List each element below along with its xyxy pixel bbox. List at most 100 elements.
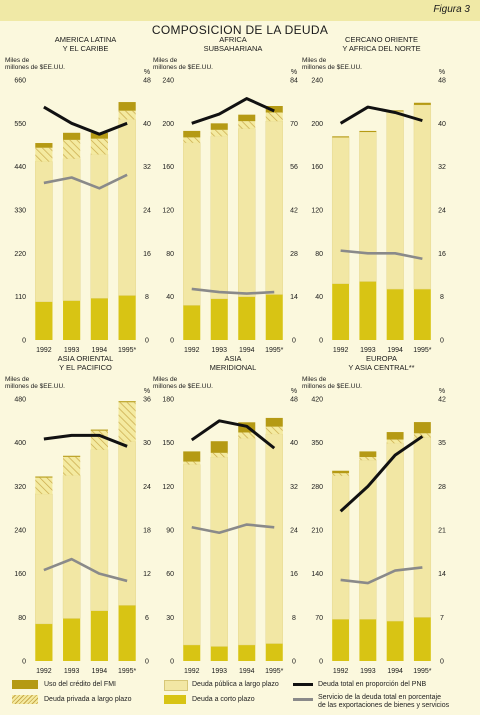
bar-segment-short	[359, 281, 377, 340]
x-tick-label: 1994	[92, 347, 108, 354]
chart-title-line: AMERICA LATINA	[55, 35, 117, 44]
x-tick-label: 1994	[239, 668, 255, 674]
bar-segment-short	[210, 298, 228, 340]
line-debt-service	[340, 566, 423, 585]
y-tick-label: 160	[14, 571, 26, 578]
y-axis-label: millones de $EE.UU.	[153, 383, 213, 390]
y2-tick-label: 48	[290, 397, 298, 404]
y-tick-label: 160	[311, 164, 323, 171]
bar-segment-short	[265, 643, 283, 661]
y-axis-label: Miles de	[5, 57, 30, 64]
y2-tick-label: 28	[438, 484, 446, 491]
y2-tick-label: 16	[438, 251, 446, 258]
x-tick-label: 1995*	[265, 668, 284, 674]
x-tick-label: 1995*	[265, 347, 284, 354]
bar-segment-short	[386, 289, 404, 340]
y-tick-label: 150	[162, 440, 174, 447]
y2-tick-label: 21	[438, 528, 446, 535]
y-tick-label: 550	[14, 121, 26, 128]
x-tick-label: 1993	[360, 668, 376, 674]
chart-title-line: ASIA ORIENTAL	[58, 354, 114, 363]
figure-header-bar	[0, 0, 480, 21]
y2-tick-label: 40	[143, 121, 151, 128]
bar-segment-short	[413, 289, 431, 340]
bar-segment-public-long	[238, 438, 256, 646]
chart-title-line: EUROPA	[366, 354, 397, 363]
y-tick-label: 350	[311, 440, 323, 447]
y-tick-label: 120	[162, 208, 174, 215]
y-tick-label: 120	[162, 484, 174, 491]
bar-segment-private-long	[118, 402, 136, 442]
x-tick-label: 1994	[387, 668, 403, 674]
y-tick-label: 40	[166, 294, 174, 301]
line-debt-service	[43, 173, 128, 190]
x-tick-label: 1995*	[118, 668, 137, 674]
bar-segment-imf	[118, 102, 136, 111]
bar-segment-private-long	[210, 129, 228, 137]
line-debt-service	[191, 523, 275, 535]
x-tick-label: 1994	[387, 347, 403, 354]
y2-tick-label: 42	[290, 208, 298, 215]
y2-tick-label: 24	[290, 528, 298, 535]
bar-segment-short	[386, 621, 404, 661]
bar-segment-short	[63, 618, 81, 661]
figure-number: Figura 3	[433, 4, 470, 15]
chart-title-line: Y ASIA CENTRAL**	[348, 363, 414, 372]
bar-segment-private-long	[63, 456, 81, 476]
y2-tick-label: 16	[143, 251, 151, 258]
legend-swatch-debt-gnp	[293, 683, 313, 686]
chart-title-line: Y EL PACIFICO	[59, 363, 112, 372]
y-axis-label: Miles de	[153, 376, 178, 383]
y-tick-label: 200	[162, 121, 174, 128]
y2-tick-label: 6	[145, 615, 149, 622]
bar-segment-short	[210, 646, 228, 661]
y-tick-label: 0	[170, 338, 174, 345]
legend-label-short: Deuda a corto plazo	[192, 696, 255, 703]
legend-swatch-imf	[12, 680, 38, 689]
legend-label-private-long: Deuda privada a largo plazo	[44, 696, 132, 703]
line-debt-gnp	[339, 435, 424, 513]
x-tick-label: 1994	[92, 668, 108, 674]
bar-segment-short	[359, 619, 377, 661]
bar-segment-short	[63, 300, 81, 340]
bar-segment-private-long	[265, 112, 283, 122]
bar-segment-private-long	[332, 473, 350, 476]
y-tick-label: 660	[14, 78, 26, 85]
x-tick-label: 1994	[239, 347, 255, 354]
y2-axis-label: %	[291, 388, 297, 395]
y-tick-label: 330	[14, 208, 26, 215]
legend-label-debt-service-1: Servicio de la deuda total en porcentaje	[318, 694, 441, 701]
y2-tick-label: 0	[440, 338, 444, 345]
bar-segment-imf	[359, 130, 377, 132]
y-tick-label: 220	[14, 251, 26, 258]
y-axis-label: Miles de	[5, 376, 30, 383]
line-debt-gnp	[43, 433, 128, 448]
bar-segment-short	[238, 644, 256, 661]
bar-segment-imf	[183, 451, 201, 462]
y-tick-label: 200	[311, 121, 323, 128]
bar-segment-private-long	[238, 432, 256, 439]
bar-segment-public-long	[35, 493, 53, 625]
line-debt-service	[191, 287, 275, 295]
bar-segment-imf	[210, 441, 228, 453]
y-axis-label: Miles de	[302, 376, 327, 383]
y2-tick-label: 8	[145, 294, 149, 301]
figure-title: COMPOSICION DE LA DEUDA	[151, 23, 329, 37]
y-tick-label: 30	[166, 615, 174, 622]
y-tick-label: 160	[162, 164, 174, 171]
x-tick-label: 1992	[36, 668, 52, 674]
y-tick-label: 110	[15, 294, 26, 301]
bar-segment-public-long	[359, 459, 377, 620]
bar-segment-public-long	[413, 437, 432, 618]
y2-tick-label: 8	[440, 294, 444, 301]
bar-segment-short	[35, 301, 53, 340]
y-tick-label: 80	[315, 251, 323, 258]
y-tick-label: 80	[18, 615, 26, 622]
x-tick-label: 1995*	[118, 347, 137, 354]
legend-swatch-private-long	[12, 695, 38, 704]
bar-segment-imf	[35, 143, 53, 148]
y2-tick-label: 0	[292, 659, 296, 666]
bar-segment-public-long	[331, 137, 350, 284]
x-tick-label: 1995*	[413, 347, 432, 354]
legend: Uso del crédito del FMI Deuda privada a …	[0, 674, 480, 715]
